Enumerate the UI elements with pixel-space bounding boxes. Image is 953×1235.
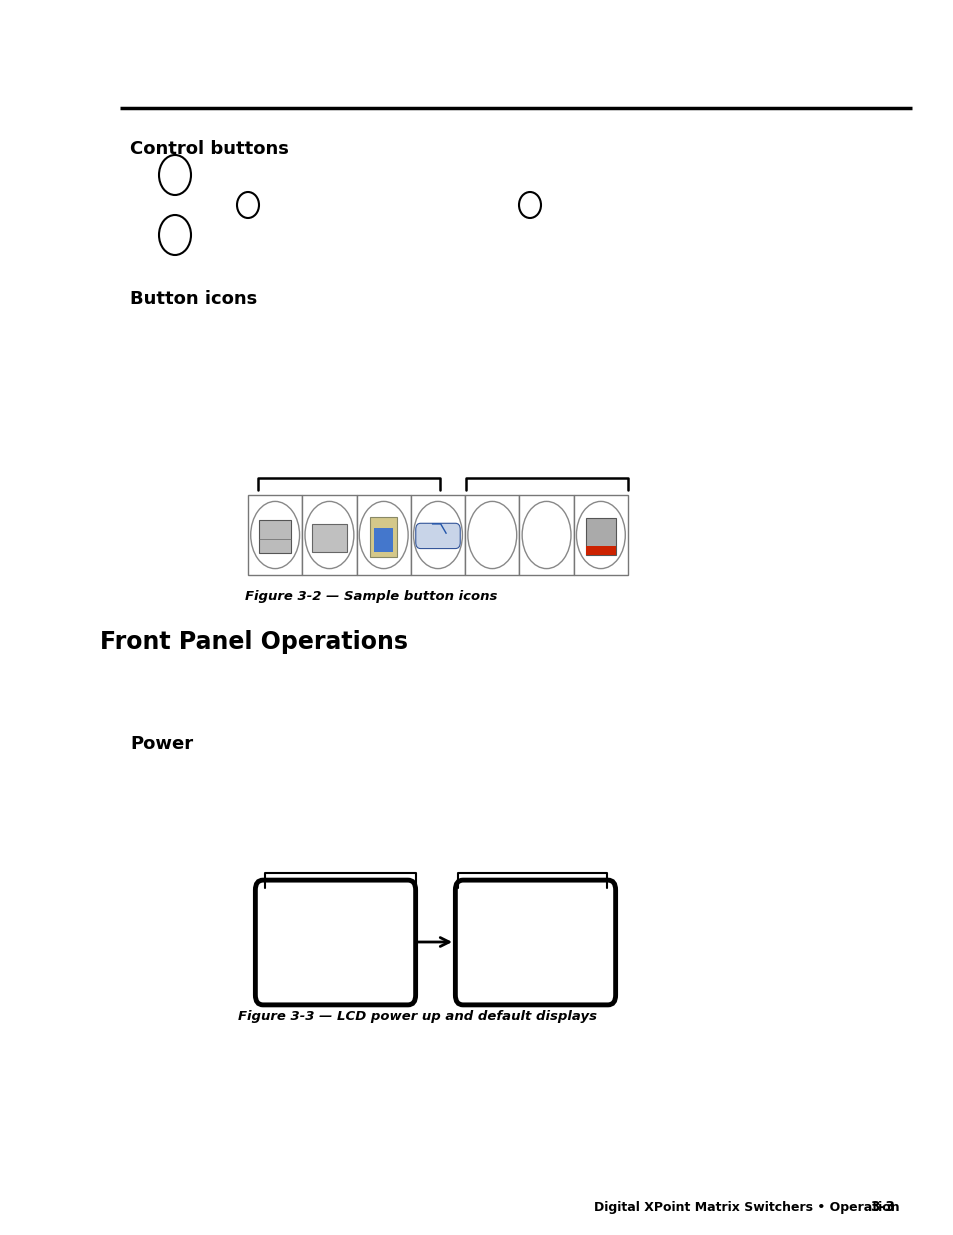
Text: Power: Power xyxy=(130,735,193,753)
FancyBboxPatch shape xyxy=(573,495,627,576)
FancyBboxPatch shape xyxy=(518,495,573,576)
FancyBboxPatch shape xyxy=(312,524,347,552)
Ellipse shape xyxy=(159,156,191,195)
Text: Control buttons: Control buttons xyxy=(130,140,289,158)
FancyBboxPatch shape xyxy=(248,495,302,576)
FancyBboxPatch shape xyxy=(259,520,291,553)
FancyBboxPatch shape xyxy=(302,495,356,576)
Ellipse shape xyxy=(305,501,354,568)
Ellipse shape xyxy=(414,501,462,568)
FancyBboxPatch shape xyxy=(416,524,459,548)
Text: 3-3: 3-3 xyxy=(869,1200,894,1214)
Text: Digital XPoint Matrix Switchers • Operation: Digital XPoint Matrix Switchers • Operat… xyxy=(594,1200,899,1214)
FancyBboxPatch shape xyxy=(455,881,615,1005)
Ellipse shape xyxy=(518,191,540,219)
FancyBboxPatch shape xyxy=(585,519,615,556)
FancyBboxPatch shape xyxy=(465,495,518,576)
Ellipse shape xyxy=(467,501,517,568)
Text: Figure 3-2 — Sample button icons: Figure 3-2 — Sample button icons xyxy=(245,590,497,603)
Ellipse shape xyxy=(521,501,571,568)
FancyBboxPatch shape xyxy=(411,495,465,576)
Ellipse shape xyxy=(359,501,408,568)
FancyBboxPatch shape xyxy=(585,546,615,556)
FancyBboxPatch shape xyxy=(370,516,396,557)
Text: Figure 3-3 — LCD power up and default displays: Figure 3-3 — LCD power up and default di… xyxy=(237,1010,597,1023)
FancyBboxPatch shape xyxy=(374,527,393,552)
Text: Button icons: Button icons xyxy=(130,290,257,308)
Ellipse shape xyxy=(236,191,258,219)
Ellipse shape xyxy=(159,215,191,254)
FancyBboxPatch shape xyxy=(255,881,416,1005)
Ellipse shape xyxy=(251,501,299,568)
Ellipse shape xyxy=(576,501,624,568)
Text: Front Panel Operations: Front Panel Operations xyxy=(100,630,408,655)
FancyBboxPatch shape xyxy=(356,495,411,576)
